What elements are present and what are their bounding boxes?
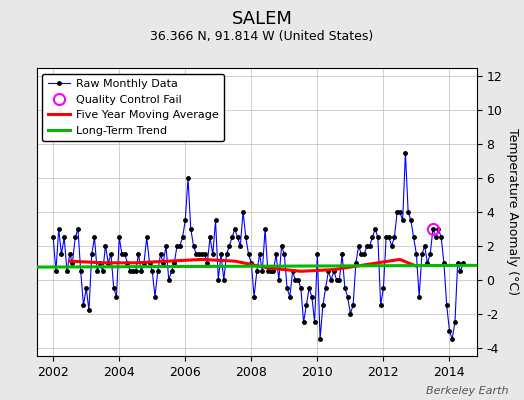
Five Year Moving Average bbox=[199, 257, 205, 262]
Raw Monthly Data bbox=[50, 235, 57, 240]
Raw Monthly Data bbox=[185, 176, 191, 180]
Five Year Moving Average bbox=[265, 266, 271, 270]
Text: Berkeley Earth: Berkeley Earth bbox=[426, 386, 508, 396]
Text: SALEM: SALEM bbox=[232, 10, 292, 28]
Raw Monthly Data bbox=[212, 218, 219, 223]
Raw Monthly Data bbox=[265, 269, 271, 274]
Five Year Moving Average bbox=[298, 269, 304, 274]
Raw Monthly Data bbox=[336, 277, 343, 282]
Five Year Moving Average bbox=[166, 259, 172, 264]
Line: Raw Monthly Data: Raw Monthly Data bbox=[51, 151, 465, 341]
Five Year Moving Average bbox=[364, 262, 370, 267]
Raw Monthly Data bbox=[281, 252, 288, 257]
Five Year Moving Average bbox=[413, 264, 420, 269]
Line: Five Year Moving Average: Five Year Moving Average bbox=[70, 260, 417, 271]
Legend: Raw Monthly Data, Quality Control Fail, Five Year Moving Average, Long-Term Tren: Raw Monthly Data, Quality Control Fail, … bbox=[42, 74, 224, 141]
Text: 36.366 N, 91.814 W (United States): 36.366 N, 91.814 W (United States) bbox=[150, 30, 374, 43]
Five Year Moving Average bbox=[100, 260, 106, 265]
Raw Monthly Data bbox=[460, 260, 466, 265]
Five Year Moving Average bbox=[133, 260, 139, 265]
Raw Monthly Data bbox=[402, 150, 409, 155]
Raw Monthly Data bbox=[317, 337, 323, 342]
Y-axis label: Temperature Anomaly (°C): Temperature Anomaly (°C) bbox=[506, 128, 519, 296]
Five Year Moving Average bbox=[331, 267, 337, 272]
Five Year Moving Average bbox=[397, 257, 403, 262]
Raw Monthly Data bbox=[391, 235, 398, 240]
Five Year Moving Average bbox=[232, 259, 238, 264]
Five Year Moving Average bbox=[67, 259, 73, 264]
